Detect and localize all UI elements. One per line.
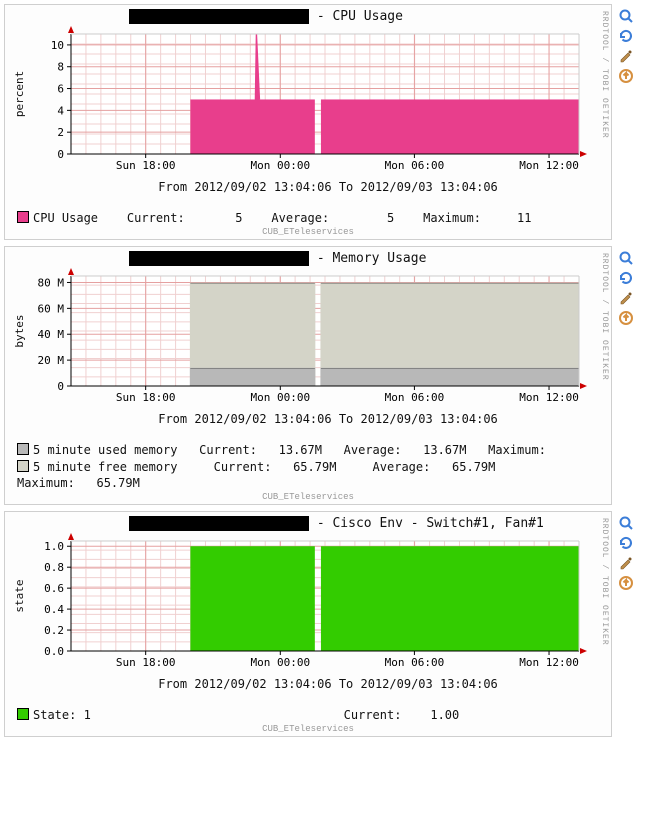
chart-wrapper: 0 2 4 6 8 10 Sun 18:00 Mon 00:00 Mon 06:00 Mon 12… xyxy=(9,26,607,176)
svg-text:Mon 00:00: Mon 00:00 xyxy=(250,391,310,404)
chart-panel-mem: RRDTOOL / TOBI OETIKER - Memory Usage020… xyxy=(4,246,612,505)
svg-text:state: state xyxy=(13,580,26,613)
panel-footer-label: CUB_ETeleservices xyxy=(9,492,607,502)
legend-swatch xyxy=(17,708,29,720)
legend-text: CPU Usage Current: 5 Average: 5 Maximum:… xyxy=(33,211,532,225)
panel-toolbar xyxy=(618,246,634,326)
legend-text: 5 minute used memory Current: 13.67M Ave… xyxy=(33,443,546,457)
chart-mem: 0 20 M 40 M 60 M 80 M Sun 18:00 Mon 00:00 Mon 0… xyxy=(9,268,597,408)
chart-wrapper: 0 20 M 40 M 60 M 80 M Sun 18:00 Mon 00:00 Mon 0… xyxy=(9,268,607,408)
redacted-hostname xyxy=(129,9,309,24)
chart-cpu: 0 2 4 6 8 10 Sun 18:00 Mon 00:00 Mon 06:00 Mon 12… xyxy=(9,26,597,176)
panel-title: - Memory Usage xyxy=(9,251,607,266)
refresh-icon[interactable] xyxy=(618,28,634,44)
panel-toolbar xyxy=(618,511,634,591)
svg-text:Mon 12:00: Mon 12:00 xyxy=(519,391,579,404)
panel-title-suffix: - Memory Usage xyxy=(309,251,426,266)
redacted-hostname xyxy=(129,516,309,531)
edit-icon[interactable] xyxy=(618,555,634,571)
svg-text:10: 10 xyxy=(51,39,64,52)
svg-text:Mon 00:00: Mon 00:00 xyxy=(250,656,310,669)
legend-swatch xyxy=(17,460,29,472)
svg-text:0.8: 0.8 xyxy=(44,561,64,574)
refresh-icon[interactable] xyxy=(618,535,634,551)
chart-fan: 0.0 0.2 0.4 0.6 0.8 1.0 Sun 18:00 Mon 00:00 Mon … xyxy=(9,533,597,673)
zoom-icon[interactable] xyxy=(618,515,634,531)
svg-text:0.0: 0.0 xyxy=(44,645,64,658)
panel-title: - Cisco Env - Switch#1, Fan#1 xyxy=(9,516,607,531)
legend-block: 5 minute used memory Current: 13.67M Ave… xyxy=(9,440,607,494)
legend-line: Maximum: 65.79M xyxy=(17,475,603,492)
svg-text:8: 8 xyxy=(57,61,64,74)
export-icon[interactable] xyxy=(618,575,634,591)
refresh-icon[interactable] xyxy=(618,270,634,286)
svg-text:Mon 12:00: Mon 12:00 xyxy=(519,159,579,172)
svg-text:1.0: 1.0 xyxy=(44,540,64,553)
redacted-hostname xyxy=(129,251,309,266)
svg-text:4: 4 xyxy=(57,104,64,117)
panel-title-suffix: - Cisco Env - Switch#1, Fan#1 xyxy=(309,516,544,531)
legend-text: Maximum: 65.79M xyxy=(17,476,140,490)
svg-text:0: 0 xyxy=(57,380,64,393)
svg-text:Sun 18:00: Sun 18:00 xyxy=(116,391,176,404)
panel-footer-label: CUB_ETeleservices xyxy=(9,724,607,734)
chart-panel-fan: RRDTOOL / TOBI OETIKER - Cisco Env - Swi… xyxy=(4,511,612,737)
legend-line: 5 minute free memory Current: 65.79M Ave… xyxy=(17,459,603,476)
legend-swatch xyxy=(17,443,29,455)
export-icon[interactable] xyxy=(618,68,634,84)
legend-text: State: 1 Current: 1.00 xyxy=(33,708,459,722)
svg-text:60 M: 60 M xyxy=(38,302,65,315)
svg-text:Mon 06:00: Mon 06:00 xyxy=(385,656,445,669)
time-range-label: From 2012/09/02 13:04:06 To 2012/09/03 1… xyxy=(9,180,607,194)
svg-text:0.4: 0.4 xyxy=(44,603,64,616)
legend-line: CPU Usage Current: 5 Average: 5 Maximum:… xyxy=(17,210,603,227)
legend-line: 5 minute used memory Current: 13.67M Ave… xyxy=(17,442,603,459)
svg-text:80 M: 80 M xyxy=(38,276,65,289)
svg-text:40 M: 40 M xyxy=(38,328,65,341)
panel-row-fan: RRDTOOL / TOBI OETIKER - Cisco Env - Swi… xyxy=(4,511,649,737)
panel-title: - CPU Usage xyxy=(9,9,607,24)
svg-text:2: 2 xyxy=(57,126,64,139)
panel-row-mem: RRDTOOL / TOBI OETIKER - Memory Usage020… xyxy=(4,246,649,505)
svg-text:Sun 18:00: Sun 18:00 xyxy=(116,159,176,172)
legend-text: 5 minute free memory Current: 65.79M Ave… xyxy=(33,460,495,474)
chart-wrapper: 0.0 0.2 0.4 0.6 0.8 1.0 Sun 18:00 Mon 00:00 Mon … xyxy=(9,533,607,673)
legend-line: State: 1 Current: 1.00 xyxy=(17,707,603,724)
panel-row-cpu: RRDTOOL / TOBI OETIKER - CPU Usage024681… xyxy=(4,4,649,240)
svg-text:Sun 18:00: Sun 18:00 xyxy=(116,656,176,669)
svg-text:Mon 06:00: Mon 06:00 xyxy=(385,159,445,172)
svg-text:6: 6 xyxy=(57,83,64,96)
chart-panel-cpu: RRDTOOL / TOBI OETIKER - CPU Usage024681… xyxy=(4,4,612,240)
svg-text:0.2: 0.2 xyxy=(44,624,64,637)
legend-block: CPU Usage Current: 5 Average: 5 Maximum:… xyxy=(9,208,607,229)
panel-toolbar xyxy=(618,4,634,84)
panel-footer-label: CUB_ETeleservices xyxy=(9,227,607,237)
svg-text:Mon 12:00: Mon 12:00 xyxy=(519,656,579,669)
panel-title-suffix: - CPU Usage xyxy=(309,9,403,24)
time-range-label: From 2012/09/02 13:04:06 To 2012/09/03 1… xyxy=(9,412,607,426)
svg-text:0: 0 xyxy=(57,148,64,161)
zoom-icon[interactable] xyxy=(618,8,634,24)
export-icon[interactable] xyxy=(618,310,634,326)
legend-block: State: 1 Current: 1.00 xyxy=(9,705,607,726)
svg-text:bytes: bytes xyxy=(13,314,26,347)
edit-icon[interactable] xyxy=(618,48,634,64)
time-range-label: From 2012/09/02 13:04:06 To 2012/09/03 1… xyxy=(9,677,607,691)
zoom-icon[interactable] xyxy=(618,250,634,266)
edit-icon[interactable] xyxy=(618,290,634,306)
svg-text:20 M: 20 M xyxy=(38,354,65,367)
svg-text:Mon 06:00: Mon 06:00 xyxy=(385,391,445,404)
legend-swatch xyxy=(17,211,29,223)
svg-text:0.6: 0.6 xyxy=(44,582,64,595)
svg-text:Mon 00:00: Mon 00:00 xyxy=(250,159,310,172)
svg-text:percent: percent xyxy=(13,71,26,117)
